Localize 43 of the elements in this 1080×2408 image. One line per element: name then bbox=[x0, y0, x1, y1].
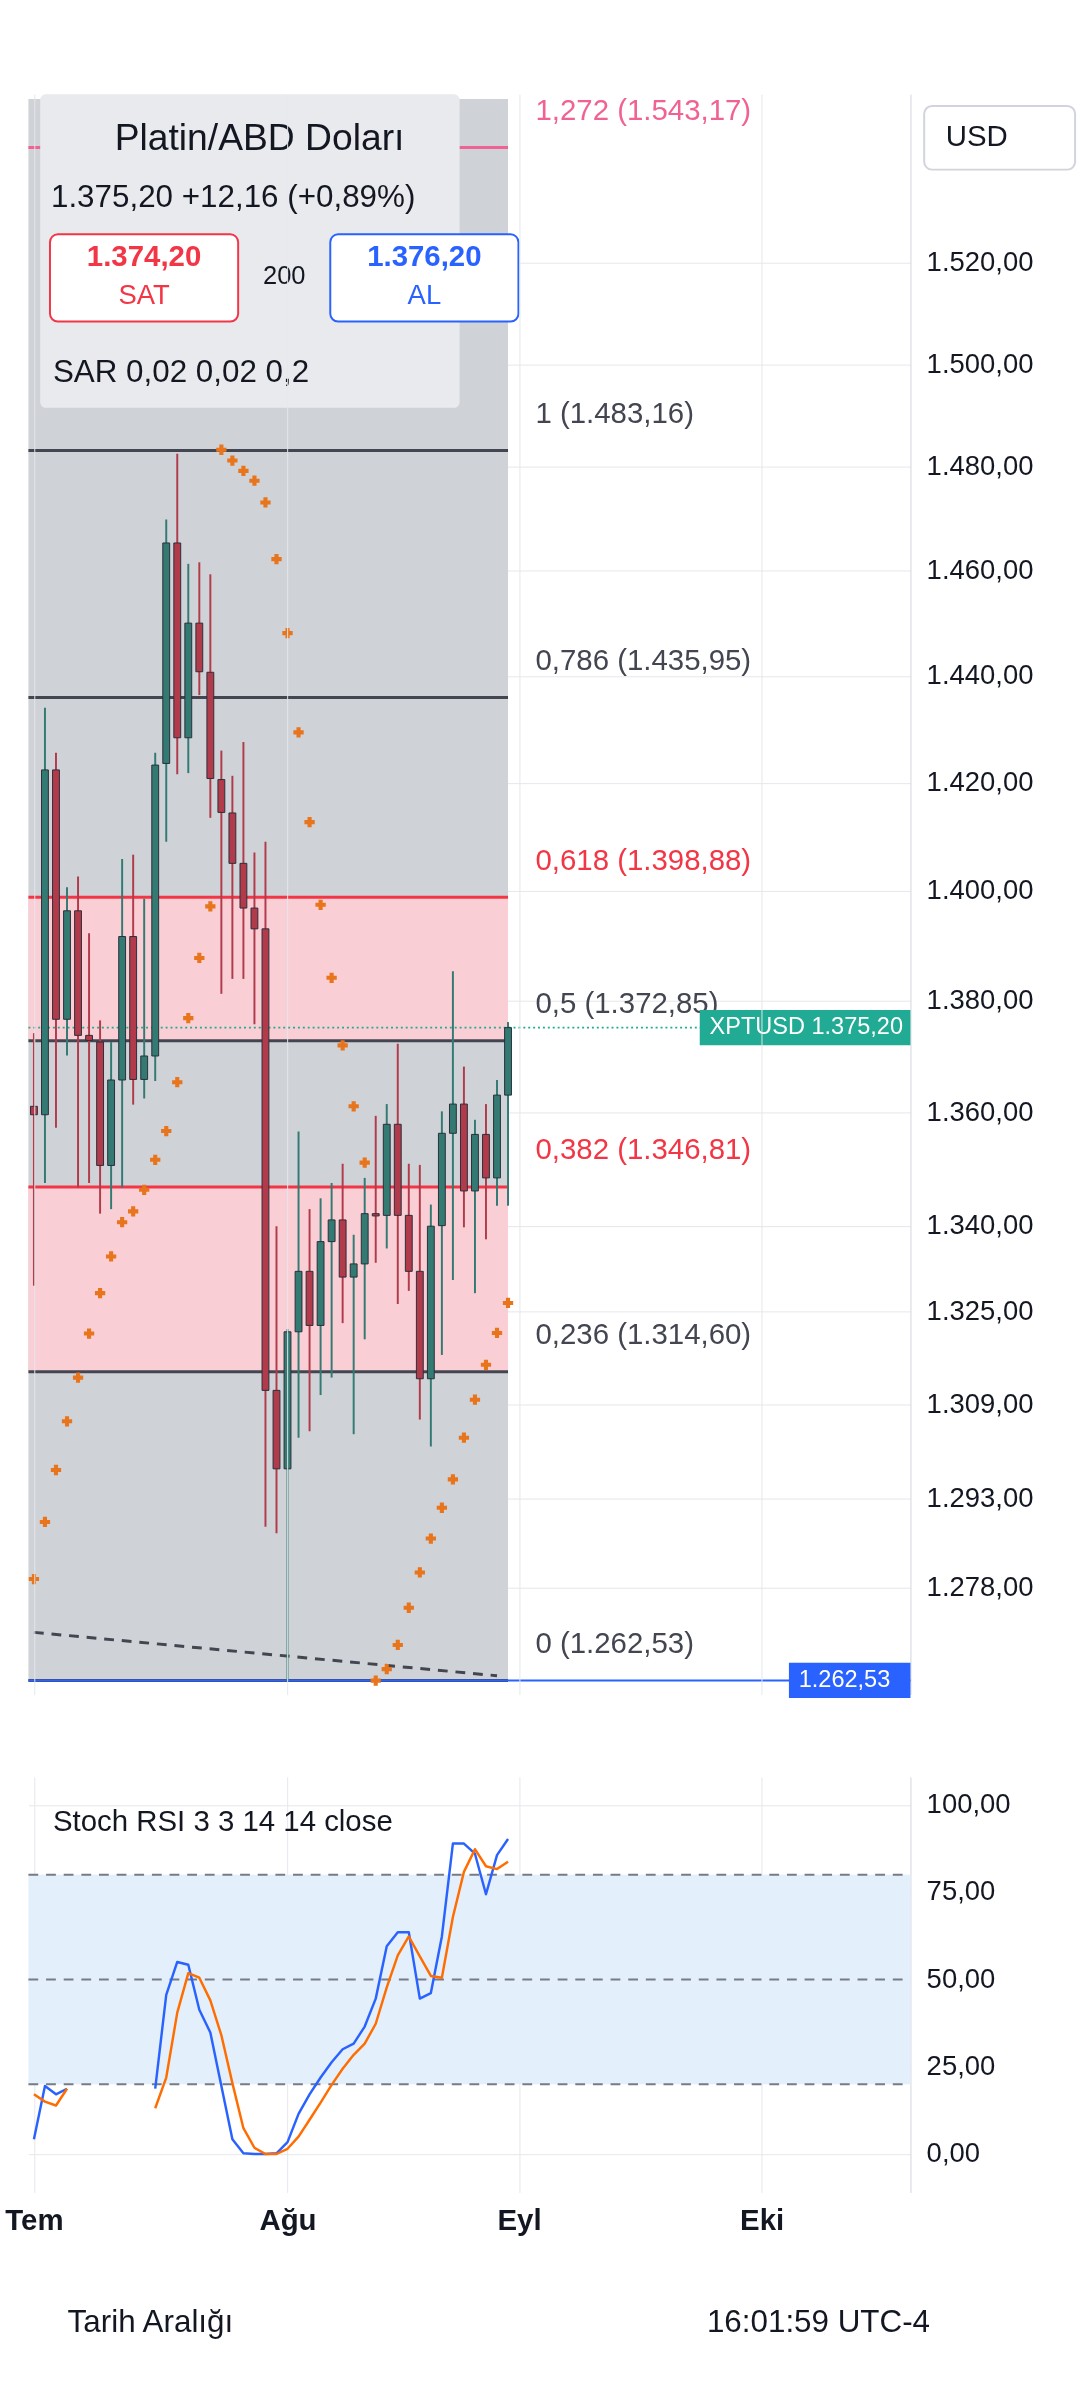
y-tick-label: 1.400,00 bbox=[926, 874, 1034, 906]
ref-line-label: 0,618 (1.398,88) bbox=[535, 842, 752, 876]
y-tick-label: 1.360,00 bbox=[926, 1095, 1034, 1127]
y-tick-label: 1.460,00 bbox=[926, 553, 1034, 585]
x-tick-label: Ağu bbox=[259, 2203, 317, 2237]
y-tick-label: 0,00 bbox=[926, 2137, 981, 2169]
x-tick-label: Eyl bbox=[497, 2203, 542, 2237]
y-tick-label: 25,00 bbox=[926, 2050, 996, 2082]
text: 16:01:59 UTC-4 bbox=[706, 2303, 931, 2339]
text: USD bbox=[945, 119, 1008, 153]
x-tick-label: Tem bbox=[5, 2203, 64, 2237]
y-tick-label: 1.420,00 bbox=[926, 766, 1034, 798]
annotation: SAR 0,02 0,02 0,2 bbox=[52, 354, 310, 390]
y-tick-label: 1.480,00 bbox=[926, 450, 1034, 482]
annotation: 200 bbox=[262, 261, 306, 290]
y-tick-label: 1.520,00 bbox=[926, 246, 1034, 278]
y-tick-label: 100,00 bbox=[926, 1788, 1011, 1820]
annotation: 1.374,20 bbox=[86, 238, 202, 272]
y-tick-label: 1.293,00 bbox=[926, 1481, 1034, 1513]
annotation: SAT bbox=[118, 278, 170, 310]
ref-line-label: 0,382 (1.346,81) bbox=[535, 1132, 752, 1166]
ref-line-label: 1,272 (1.543,17) bbox=[535, 93, 752, 127]
y-tick-label: 1.500,00 bbox=[926, 347, 1034, 379]
y-tick-label: 1.278,00 bbox=[926, 1570, 1034, 1602]
x-tick-label: Eki bbox=[740, 2203, 785, 2237]
annotation: 1.375,20 +12,16 (+0,89%) bbox=[50, 178, 416, 214]
y-tick-label: 75,00 bbox=[926, 1875, 996, 1907]
annotation: 1.376,20 bbox=[367, 238, 482, 272]
ref-line-label: 0,786 (1.435,95) bbox=[535, 643, 752, 677]
annotation: Stoch RSI 3 3 14 14 close bbox=[52, 1803, 393, 1837]
ref-line-label: 0 (1.262,53) bbox=[535, 1625, 694, 1659]
y-tick-label: 1.340,00 bbox=[926, 1208, 1034, 1240]
y-tick-label: 1.325,00 bbox=[926, 1294, 1034, 1326]
ref-line-label: 1.262,53 bbox=[798, 1666, 891, 1693]
ref-line-label: 0,236 (1.314,60) bbox=[535, 1317, 752, 1351]
y-tick-label: 1.380,00 bbox=[926, 984, 1034, 1016]
chart-title: Platin/ABD Doları bbox=[114, 116, 405, 159]
y-tick-label: 1.309,00 bbox=[926, 1387, 1034, 1419]
text: Tarih Aralığı bbox=[67, 2303, 234, 2339]
annotation: AL bbox=[407, 278, 442, 310]
y-tick-label: 1.440,00 bbox=[926, 659, 1034, 691]
y-tick-label: 50,00 bbox=[926, 1962, 996, 1994]
ref-line-label: 1 (1.483,16) bbox=[535, 396, 694, 430]
